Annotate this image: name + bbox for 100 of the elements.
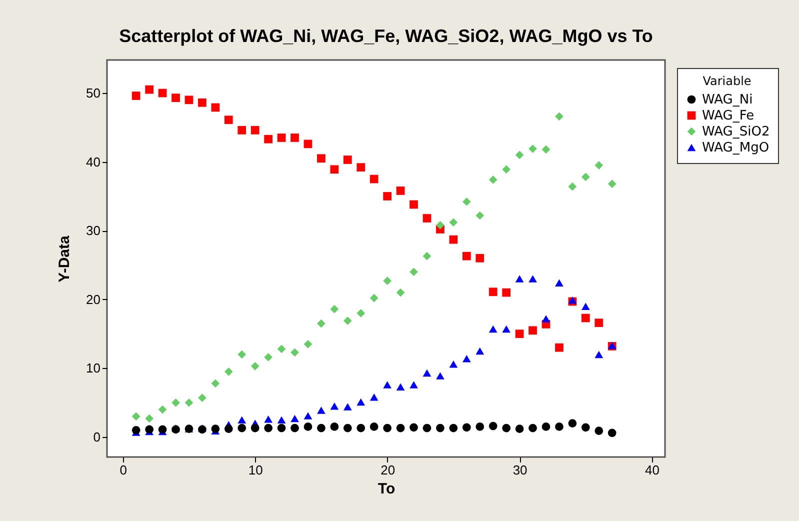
point bbox=[436, 372, 444, 380]
point bbox=[343, 424, 352, 432]
point bbox=[304, 340, 312, 348]
x-tick-label: 30 bbox=[512, 462, 528, 478]
point bbox=[502, 288, 511, 297]
point bbox=[330, 402, 339, 410]
x-tick-label: 40 bbox=[645, 462, 660, 478]
y-axis-title: Y-Data bbox=[56, 235, 74, 282]
point bbox=[410, 381, 418, 388]
point bbox=[211, 424, 220, 433]
point bbox=[304, 422, 312, 431]
point bbox=[396, 288, 405, 297]
point bbox=[250, 126, 260, 134]
point bbox=[290, 424, 299, 432]
point bbox=[608, 180, 616, 188]
point bbox=[542, 422, 550, 431]
point bbox=[568, 419, 577, 428]
point bbox=[158, 88, 167, 98]
point bbox=[608, 428, 616, 438]
point bbox=[462, 423, 471, 432]
point bbox=[396, 383, 405, 390]
point bbox=[542, 315, 550, 322]
point bbox=[502, 424, 511, 432]
point bbox=[356, 163, 366, 172]
point bbox=[449, 360, 458, 368]
chart-title: Scatterplot of WAG_Ni, WAG_Fe, WAG_SiO2, WAG_MgO vs To bbox=[119, 26, 653, 46]
point bbox=[502, 165, 511, 174]
point bbox=[568, 182, 577, 191]
point bbox=[370, 394, 378, 401]
point bbox=[290, 348, 299, 357]
point bbox=[581, 423, 590, 432]
point bbox=[238, 350, 246, 359]
point bbox=[264, 134, 272, 144]
point bbox=[370, 174, 378, 184]
y-tick-label: 20 bbox=[86, 292, 100, 307]
legend-label: WAG_SiO2 bbox=[702, 124, 770, 140]
point bbox=[224, 116, 233, 124]
point bbox=[462, 252, 471, 260]
point bbox=[145, 414, 154, 423]
point bbox=[238, 416, 246, 424]
point bbox=[317, 424, 326, 432]
point bbox=[264, 416, 272, 423]
point bbox=[515, 275, 524, 282]
point bbox=[211, 103, 220, 112]
point bbox=[145, 85, 154, 94]
x-tick-label: 10 bbox=[248, 462, 263, 478]
point bbox=[488, 288, 498, 296]
point bbox=[172, 94, 180, 102]
point bbox=[449, 218, 458, 227]
point bbox=[304, 140, 312, 148]
point bbox=[264, 353, 272, 362]
point bbox=[132, 412, 140, 421]
point bbox=[132, 426, 140, 434]
point bbox=[528, 144, 537, 153]
point bbox=[488, 325, 498, 333]
point bbox=[528, 326, 537, 335]
point bbox=[277, 424, 286, 432]
point bbox=[238, 126, 246, 134]
point bbox=[264, 424, 272, 432]
point bbox=[594, 426, 604, 436]
point bbox=[515, 330, 524, 338]
point bbox=[356, 424, 366, 432]
x-tick-label: 0 bbox=[120, 462, 127, 478]
point bbox=[436, 424, 444, 432]
point bbox=[488, 422, 498, 430]
point bbox=[250, 424, 260, 432]
point bbox=[330, 165, 339, 174]
point bbox=[317, 154, 326, 163]
point bbox=[515, 424, 524, 433]
point bbox=[198, 394, 206, 402]
point bbox=[476, 347, 484, 355]
point bbox=[277, 416, 286, 424]
point bbox=[581, 172, 590, 182]
y-tick-label: 40 bbox=[86, 154, 100, 170]
point bbox=[132, 92, 140, 100]
point bbox=[224, 368, 233, 376]
point bbox=[488, 176, 498, 184]
x-tick-label: 20 bbox=[380, 462, 396, 478]
point bbox=[290, 414, 299, 422]
y-tick-label: 50 bbox=[86, 86, 100, 101]
legend-label: WAG_Ni bbox=[702, 92, 753, 108]
point bbox=[330, 422, 339, 431]
point bbox=[410, 268, 418, 276]
point bbox=[343, 403, 352, 410]
point bbox=[555, 112, 564, 121]
legend-title: Variable bbox=[702, 74, 752, 88]
point bbox=[211, 379, 220, 388]
point bbox=[555, 422, 564, 431]
point bbox=[410, 423, 418, 432]
point bbox=[476, 254, 484, 262]
point bbox=[555, 343, 564, 352]
point bbox=[330, 304, 339, 314]
point bbox=[383, 276, 392, 286]
point bbox=[396, 424, 405, 432]
point bbox=[383, 381, 392, 388]
point bbox=[290, 134, 299, 142]
point bbox=[594, 161, 604, 170]
legend-label: WAG_Fe bbox=[702, 108, 754, 124]
point bbox=[356, 398, 366, 406]
y-tick-label: 0 bbox=[93, 430, 100, 445]
